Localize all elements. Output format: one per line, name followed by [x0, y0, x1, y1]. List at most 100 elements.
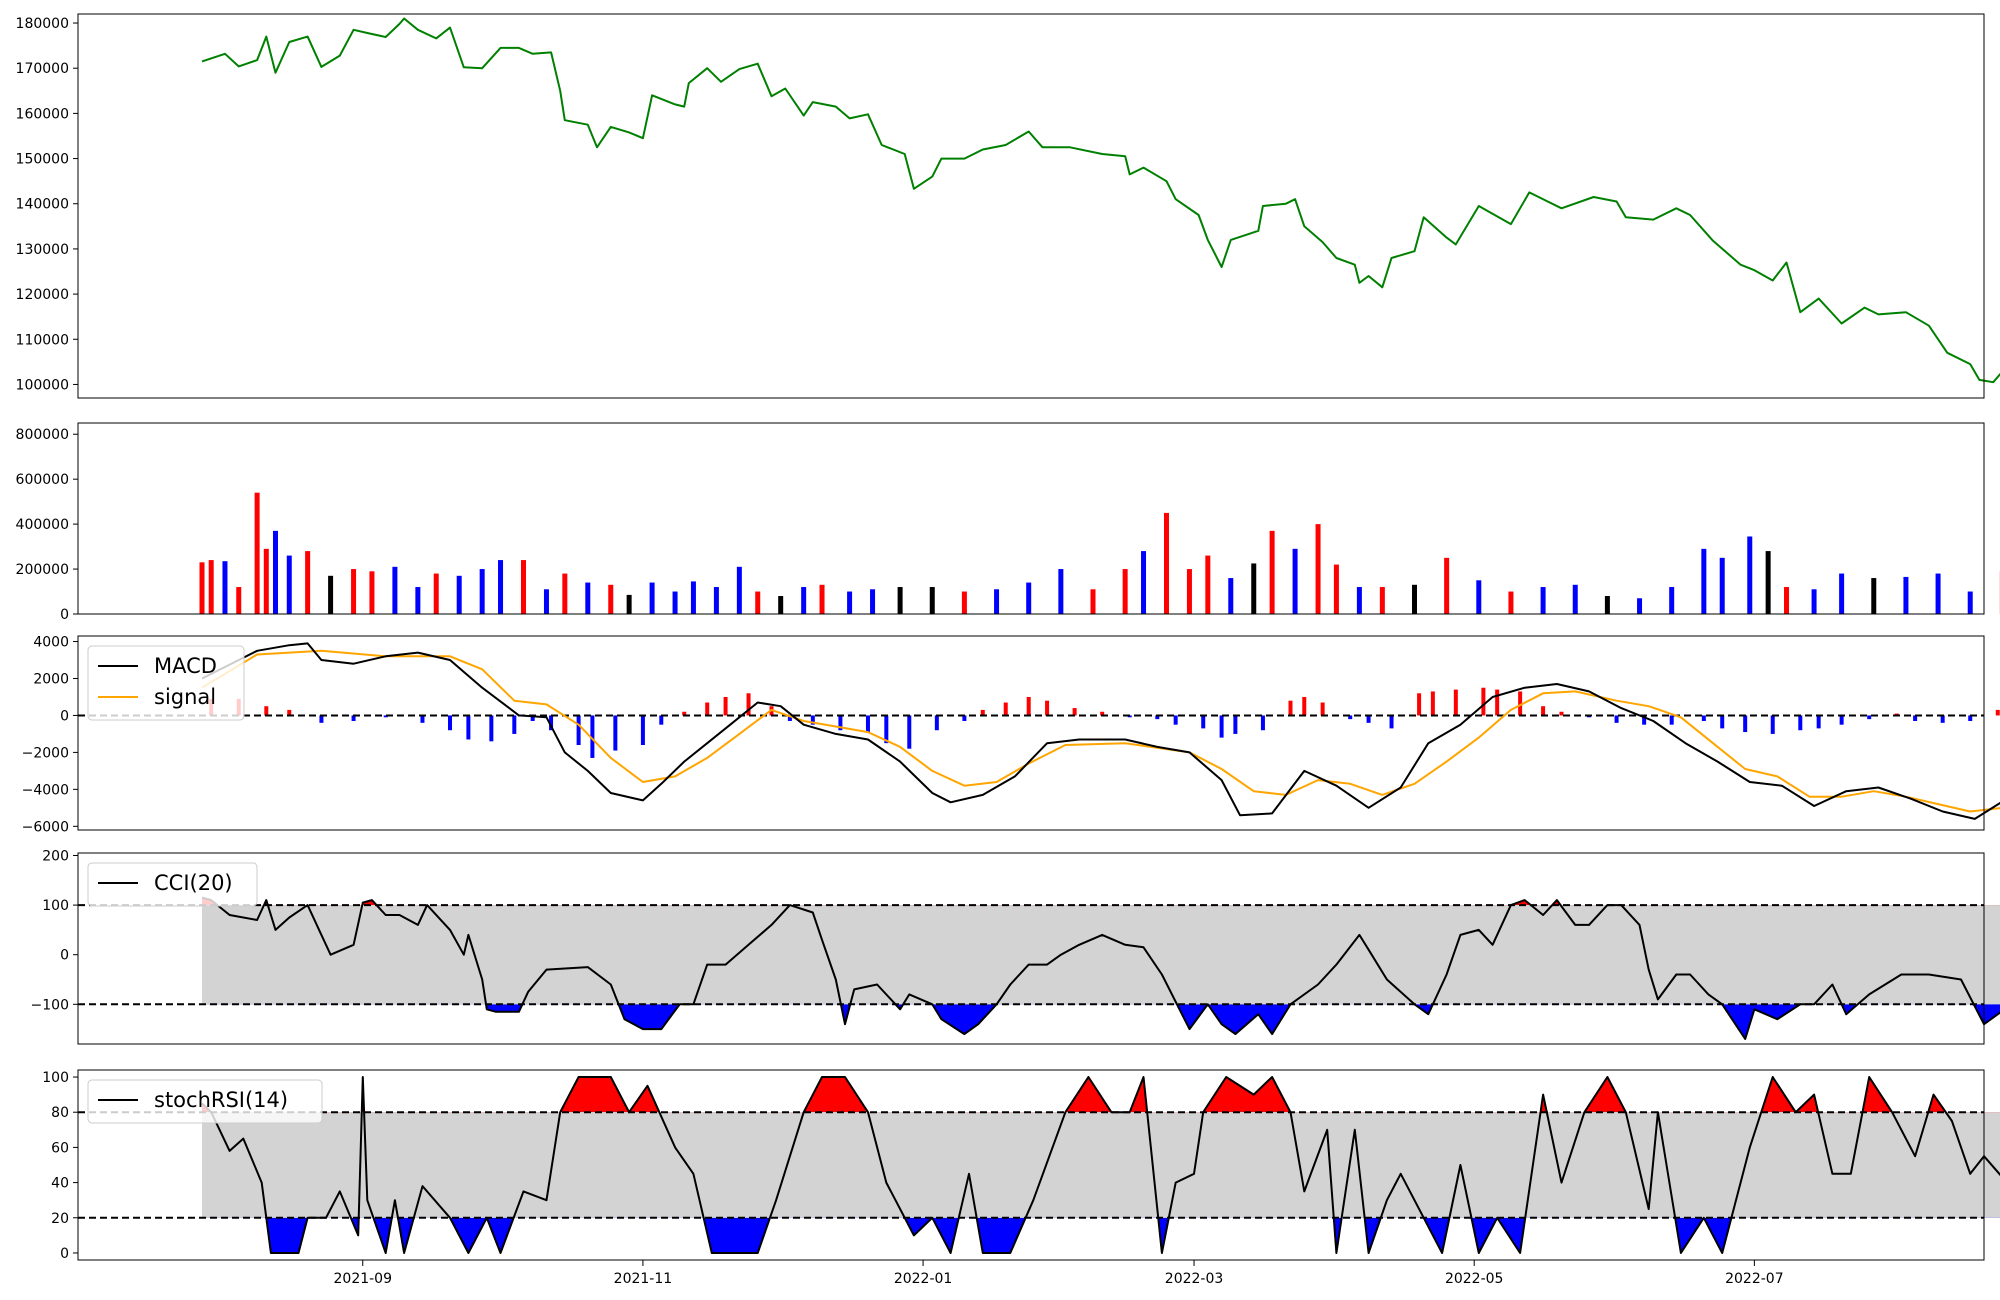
- macd-histogram-bar: [1481, 687, 1486, 716]
- macd-histogram-bar: [1100, 711, 1105, 716]
- cci-ytick-label: 200: [42, 848, 69, 864]
- price-ytick-label: 180000: [16, 16, 69, 32]
- macd-ytick-label: 2000: [33, 671, 69, 687]
- volume-bar: [222, 561, 228, 614]
- macd-histogram-bar: [1219, 715, 1224, 738]
- macd-histogram-bar: [1614, 715, 1619, 723]
- macd-histogram-bar: [1559, 711, 1564, 716]
- macd-histogram-bar: [1913, 715, 1918, 721]
- macd-histogram-bar: [287, 709, 292, 716]
- price-series-line: [201, 17, 2000, 384]
- macd-ytick-label: −2000: [22, 745, 69, 761]
- macd-histogram-bar: [884, 715, 889, 744]
- macd-histogram-bar: [723, 696, 728, 716]
- macd-histogram-bar: [865, 715, 870, 733]
- macd-ytick-label: 4000: [33, 635, 69, 651]
- volume-bar: [1903, 576, 1909, 614]
- volume-bar: [897, 587, 903, 614]
- volume-bar: [520, 560, 526, 614]
- volume-bar: [1269, 530, 1275, 614]
- volume-bar: [208, 560, 214, 614]
- volume-panel: 0 200000 400000 600000 800000: [16, 422, 2000, 623]
- macd-histogram-bar: [1995, 709, 2000, 716]
- volume-bar: [649, 582, 655, 614]
- macd-histogram-bar: [746, 693, 751, 716]
- cci-legend-label: CCI(20): [154, 871, 233, 895]
- volume-bar: [819, 584, 825, 614]
- macd-histogram-bar: [1366, 715, 1371, 723]
- volume-bar: [929, 587, 935, 614]
- volume-bar: [562, 573, 568, 614]
- macd-legend-label: MACD: [154, 654, 217, 678]
- price-frame: [77, 13, 1985, 399]
- macd-histogram-bar: [1701, 715, 1706, 721]
- macd-histogram-bar: [1173, 715, 1178, 725]
- price-ytick-label: 120000: [16, 287, 69, 303]
- volume-bar: [1811, 589, 1817, 614]
- stochrsi-legend: [87, 1079, 323, 1124]
- macd-histogram-bar: [1940, 715, 1945, 723]
- volume-bar: [272, 530, 278, 614]
- macd-histogram-bar: [1320, 702, 1325, 716]
- macd-histogram-bar: [682, 711, 687, 716]
- volume-bar: [1765, 551, 1771, 614]
- macd-histogram-bar: [351, 715, 356, 721]
- price-ytick-label: 150000: [16, 152, 69, 168]
- volume-bar: [1935, 573, 1941, 614]
- volume-bar: [1444, 557, 1450, 614]
- stochrsi-band: [202, 1112, 2000, 1218]
- volume-bar: [479, 569, 485, 614]
- volume-bar: [1540, 587, 1546, 614]
- volume-bar: [585, 582, 591, 614]
- stochrsi-ytick-label: 100: [42, 1070, 69, 1086]
- macd-histogram-bar: [1026, 696, 1031, 716]
- macd-histogram-bar: [466, 715, 471, 740]
- macd-histogram-bar: [1233, 715, 1238, 734]
- volume-bar: [1637, 598, 1643, 614]
- macd-histogram-bar: [1430, 691, 1435, 716]
- macd-histogram-bar: [1045, 700, 1050, 716]
- volume-frame: [77, 422, 1985, 615]
- volume-ytick-label: 800000: [16, 427, 69, 443]
- volume-bar: [1141, 551, 1147, 614]
- macd-histogram-bar: [1669, 715, 1674, 725]
- volume-ytick-label: 600000: [16, 472, 69, 488]
- macd-histogram-bar: [934, 715, 939, 731]
- volume-bar: [199, 562, 205, 614]
- volume-bar: [1784, 587, 1790, 614]
- macd-histogram-bar: [1867, 715, 1872, 720]
- volume-bar: [498, 560, 504, 614]
- volume-bar: [1839, 573, 1845, 614]
- price-panel: 100000 110000 120000 130000 140000 150000 1600…: [16, 13, 2000, 399]
- volume-bar: [1090, 589, 1096, 614]
- volume-bar: [1719, 557, 1725, 614]
- volume-bar: [1476, 580, 1482, 614]
- volume-bar: [994, 589, 1000, 614]
- volume-bar: [1228, 578, 1234, 614]
- macd-histogram-bar: [1389, 715, 1394, 729]
- macd-histogram-bar: [1003, 702, 1008, 716]
- volume-bar: [1572, 584, 1578, 614]
- macd-histogram-bar: [1201, 715, 1206, 729]
- volume-bar: [236, 587, 242, 614]
- volume-bar: [870, 589, 876, 614]
- macd-histogram-bar: [705, 702, 710, 716]
- volume-ytick-label: 0: [60, 607, 69, 623]
- macd-line: [201, 642, 2000, 820]
- volume-bar: [1058, 569, 1064, 614]
- x-tick-label: 2022-05: [1445, 1271, 1504, 1287]
- volume-bar: [1333, 564, 1339, 614]
- volume-bar: [961, 591, 967, 614]
- stochrsi-ytick-label: 0: [60, 1246, 69, 1262]
- price-ytick-label: 100000: [16, 377, 69, 393]
- volume-bar: [1508, 591, 1514, 614]
- volume-bar: [392, 566, 398, 614]
- macd-histogram-bar: [1816, 715, 1821, 729]
- macd-histogram-bar: [1743, 715, 1748, 733]
- macd-histogram-bar: [1720, 715, 1725, 729]
- macd-histogram-bar: [448, 715, 453, 731]
- macd-ytick-label: 0: [60, 708, 69, 724]
- volume-bar: [1186, 569, 1192, 614]
